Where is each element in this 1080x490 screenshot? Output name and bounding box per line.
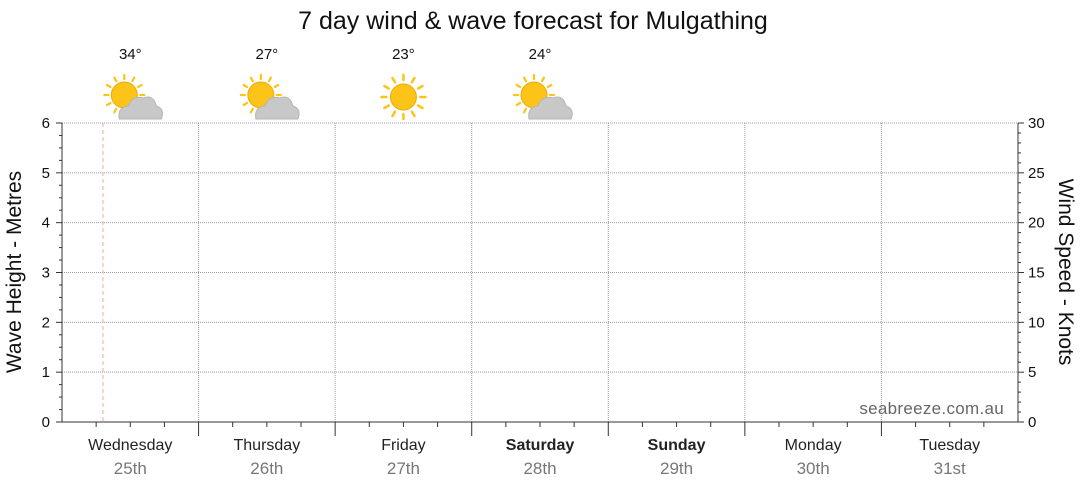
sun-ray	[242, 83, 249, 89]
sun-ray	[410, 76, 416, 84]
sun-ray	[113, 107, 118, 114]
sun-ray	[522, 76, 528, 83]
date-label: 30th	[797, 459, 830, 478]
day-label: Sunday	[648, 437, 706, 454]
cloud-shape	[118, 96, 163, 120]
sun-ray	[131, 76, 136, 83]
sun-ray	[540, 76, 546, 83]
sun-ray	[416, 84, 424, 90]
sun-ray	[515, 101, 522, 107]
sun-ray	[410, 110, 416, 118]
day-label: Monday	[785, 437, 842, 454]
cloud-shape	[255, 96, 300, 120]
left-tick-label: 4	[42, 215, 50, 232]
left-tick-label: 6	[42, 115, 50, 132]
sun-ray	[105, 83, 112, 89]
temperature-label: 27°	[256, 46, 279, 63]
day-labels: Wednesday 25th Thursday 26th Friday 27th Satur…	[88, 437, 980, 478]
right-tick-label: 15	[1028, 265, 1045, 282]
sun-disc	[389, 83, 417, 111]
left-tick-label: 5	[42, 165, 50, 182]
sun-ray	[113, 76, 118, 83]
weather-icons: 34° 27° 23° 24°	[103, 46, 573, 121]
watermark: seabreeze.com.au	[859, 399, 1004, 418]
day-label: Wednesday	[88, 437, 172, 454]
right-tick-label: 10	[1028, 314, 1045, 331]
sun-ray	[249, 107, 254, 114]
sun-ray	[391, 110, 397, 118]
sun-ray	[416, 104, 424, 110]
left-tick-label: 0	[42, 414, 50, 431]
temperature-label: 34°	[119, 46, 142, 63]
right-tick-label: 30	[1028, 115, 1045, 132]
date-label: 25th	[114, 459, 147, 478]
sun-ray	[383, 104, 390, 110]
right-axis-title: Wind Speed - Knots	[1054, 179, 1077, 366]
sunny-icon	[380, 73, 427, 121]
sun-ray	[546, 83, 553, 89]
right-tick-label: 5	[1028, 364, 1036, 381]
right-tick-label: 0	[1028, 414, 1036, 431]
left-axis-title: Wave Height - Metres	[3, 171, 26, 373]
right-tick-label: 20	[1028, 215, 1045, 232]
day-label: Tuesday	[919, 437, 980, 454]
sun-ray	[391, 76, 397, 84]
axes	[61, 123, 1019, 436]
cloud-shape	[528, 96, 573, 120]
sun-ray	[273, 83, 280, 89]
right-tick-label: 25	[1028, 165, 1045, 182]
sun-ray	[242, 101, 249, 107]
partly-cloudy-icon	[512, 73, 573, 120]
day-label: Thursday	[234, 437, 301, 454]
sun-ray	[105, 101, 112, 107]
sun-ray	[137, 83, 143, 89]
sun-ray	[383, 84, 390, 90]
temperature-label: 24°	[529, 46, 552, 63]
right-axis-ticks: 0 5 10 15 20 25 30	[1018, 115, 1045, 431]
sun-ray	[249, 76, 254, 83]
left-tick-label: 2	[42, 314, 50, 331]
sun-ray	[522, 107, 528, 114]
day-label: Saturday	[506, 437, 575, 454]
sun-ray	[267, 76, 272, 83]
partly-cloudy-icon	[239, 73, 300, 120]
date-label: 29th	[660, 459, 693, 478]
grid-lines	[62, 122, 1018, 422]
day-label: Friday	[381, 437, 425, 454]
partly-cloudy-icon	[103, 73, 163, 120]
date-label: 27th	[387, 459, 420, 478]
date-label: 28th	[523, 459, 556, 478]
left-tick-label: 1	[42, 364, 50, 381]
chart-title: 7 day wind & wave forecast for Mulgathin…	[298, 7, 768, 35]
left-tick-label: 3	[42, 265, 50, 282]
sun-ray	[515, 83, 522, 89]
date-label: 26th	[250, 459, 283, 478]
temperature-label: 23°	[392, 46, 415, 63]
left-axis-ticks: 0 1 2 3 4 5 6	[42, 115, 62, 431]
date-label: 31st	[934, 459, 966, 478]
